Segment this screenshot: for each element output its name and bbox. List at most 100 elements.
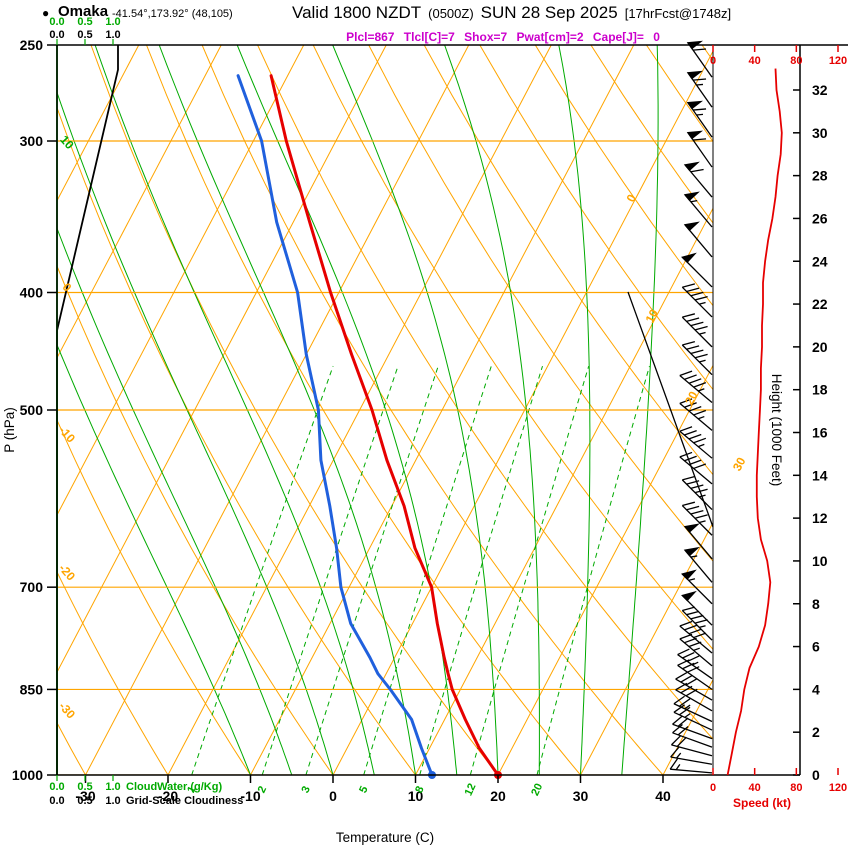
valid-time-utc: (0500Z) <box>428 6 474 21</box>
svg-text:-20: -20 <box>56 561 78 583</box>
svg-text:120: 120 <box>829 782 847 794</box>
svg-text:1.0: 1.0 <box>105 781 120 793</box>
wind-barb <box>679 620 713 654</box>
wind-barb <box>686 100 713 138</box>
svg-text:3: 3 <box>299 784 312 795</box>
wind-barb <box>677 648 713 680</box>
svg-text:0: 0 <box>329 788 337 804</box>
cut-line <box>627 291 714 528</box>
svg-text:120: 120 <box>829 55 847 67</box>
dewpoint-curve <box>236 74 434 775</box>
valid-date: SUN 28 Sep 2025 <box>480 3 618 22</box>
wind-barb <box>681 283 713 318</box>
svg-text:0.0: 0.0 <box>49 781 64 793</box>
svg-text:8: 8 <box>812 596 820 612</box>
station-coords: -41.54°,173.92° (48,105) <box>112 8 233 20</box>
svg-text:24: 24 <box>812 253 828 269</box>
svg-text:5: 5 <box>357 784 370 795</box>
wind-barb <box>681 252 713 288</box>
wind-barb <box>672 715 713 740</box>
wind-barb-column <box>669 40 713 774</box>
svg-text:26: 26 <box>812 210 828 226</box>
svg-text:-10: -10 <box>240 788 260 804</box>
station-bullet-icon: ● <box>42 6 50 20</box>
svg-text:-10: -10 <box>56 423 78 445</box>
svg-text:1000: 1000 <box>12 767 43 783</box>
svg-text:Temperature (C): Temperature (C) <box>336 830 434 845</box>
svg-text:-30: -30 <box>75 788 95 804</box>
svg-text:0: 0 <box>812 767 820 783</box>
svg-text:30: 30 <box>573 788 589 804</box>
wind-barb <box>683 523 713 560</box>
svg-text:CloudWater (g/Kg): CloudWater (g/Kg) <box>126 781 222 793</box>
svg-text:0: 0 <box>710 55 716 67</box>
svg-text:Speed (kt): Speed (kt) <box>733 796 791 810</box>
svg-text:300: 300 <box>20 133 44 149</box>
svg-text:30: 30 <box>730 455 749 474</box>
wind-barb <box>670 735 713 757</box>
svg-text:500: 500 <box>20 402 44 418</box>
wind-barb <box>670 746 713 765</box>
svg-text:80: 80 <box>790 55 802 67</box>
svg-text:28: 28 <box>812 168 828 184</box>
svg-text:2: 2 <box>256 784 269 795</box>
svg-text:8: 8 <box>413 784 426 795</box>
wind-barb <box>683 546 713 583</box>
wind-barb <box>683 221 713 258</box>
wind-barb <box>679 426 713 459</box>
wind-barb <box>673 704 713 731</box>
svg-text:10: 10 <box>57 133 77 153</box>
svg-text:14: 14 <box>812 467 828 483</box>
valid-time: Valid 1800 NZDT <box>292 3 422 22</box>
svg-text:Grid-Scale Cloudiness: Grid-Scale Cloudiness <box>126 795 243 807</box>
wind-barb <box>672 723 713 748</box>
svg-text:20: 20 <box>490 788 506 804</box>
svg-text:0: 0 <box>710 782 716 794</box>
svg-text:40: 40 <box>749 782 761 794</box>
wind-speed-curve <box>726 68 783 776</box>
svg-text:40: 40 <box>749 55 761 67</box>
svg-text:0.0: 0.0 <box>49 16 64 28</box>
svg-text:0.5: 0.5 <box>77 29 92 41</box>
svg-text:80: 80 <box>790 782 802 794</box>
mixing-ratio-lines <box>191 365 650 775</box>
pressure-gridlines <box>57 140 713 775</box>
svg-text:-30: -30 <box>56 699 78 721</box>
wind-barb <box>669 758 713 774</box>
svg-text:40: 40 <box>655 788 671 804</box>
svg-text:2: 2 <box>812 724 820 740</box>
svg-text:20: 20 <box>812 339 828 355</box>
wind-barb <box>681 475 713 511</box>
svg-text:0.0: 0.0 <box>49 29 64 41</box>
valid-time-line: Valid 1800 NZDT (0500Z) SUN 28 Sep 2025 [17… <box>292 3 738 23</box>
wind-barb <box>679 451 713 485</box>
wind-barb <box>681 313 713 348</box>
svg-text:1.0: 1.0 <box>105 29 120 41</box>
forecast-tag: [17hrFcst@1748z] <box>624 6 732 21</box>
svg-text:1.0: 1.0 <box>105 16 120 28</box>
svg-text:18: 18 <box>812 382 828 398</box>
svg-text:1.0: 1.0 <box>105 795 120 807</box>
wind-barb <box>681 501 713 536</box>
svg-text:30: 30 <box>812 125 828 141</box>
svg-text:12: 12 <box>463 782 479 798</box>
svg-text:700: 700 <box>20 579 44 595</box>
wind-barb <box>686 40 713 78</box>
svg-text:20: 20 <box>682 389 701 408</box>
wind-barb <box>686 70 713 108</box>
dry-adiabats <box>57 45 713 775</box>
svg-text:22: 22 <box>812 296 828 312</box>
svg-text:10: 10 <box>408 788 424 804</box>
svg-text:16: 16 <box>812 425 828 441</box>
svg-text:4: 4 <box>812 681 820 697</box>
svg-text:0.0: 0.0 <box>49 795 64 807</box>
svg-text:12: 12 <box>812 510 828 526</box>
svg-text:20: 20 <box>529 782 545 798</box>
stability-indices: Plcl=867 Tlcl[C]=7 Shox=7 Pwat[cm]=2 Cap… <box>346 30 660 44</box>
plot-area <box>57 45 713 775</box>
wind-barb <box>681 341 713 376</box>
wind-barb <box>683 191 713 228</box>
svg-text:6: 6 <box>812 639 820 655</box>
